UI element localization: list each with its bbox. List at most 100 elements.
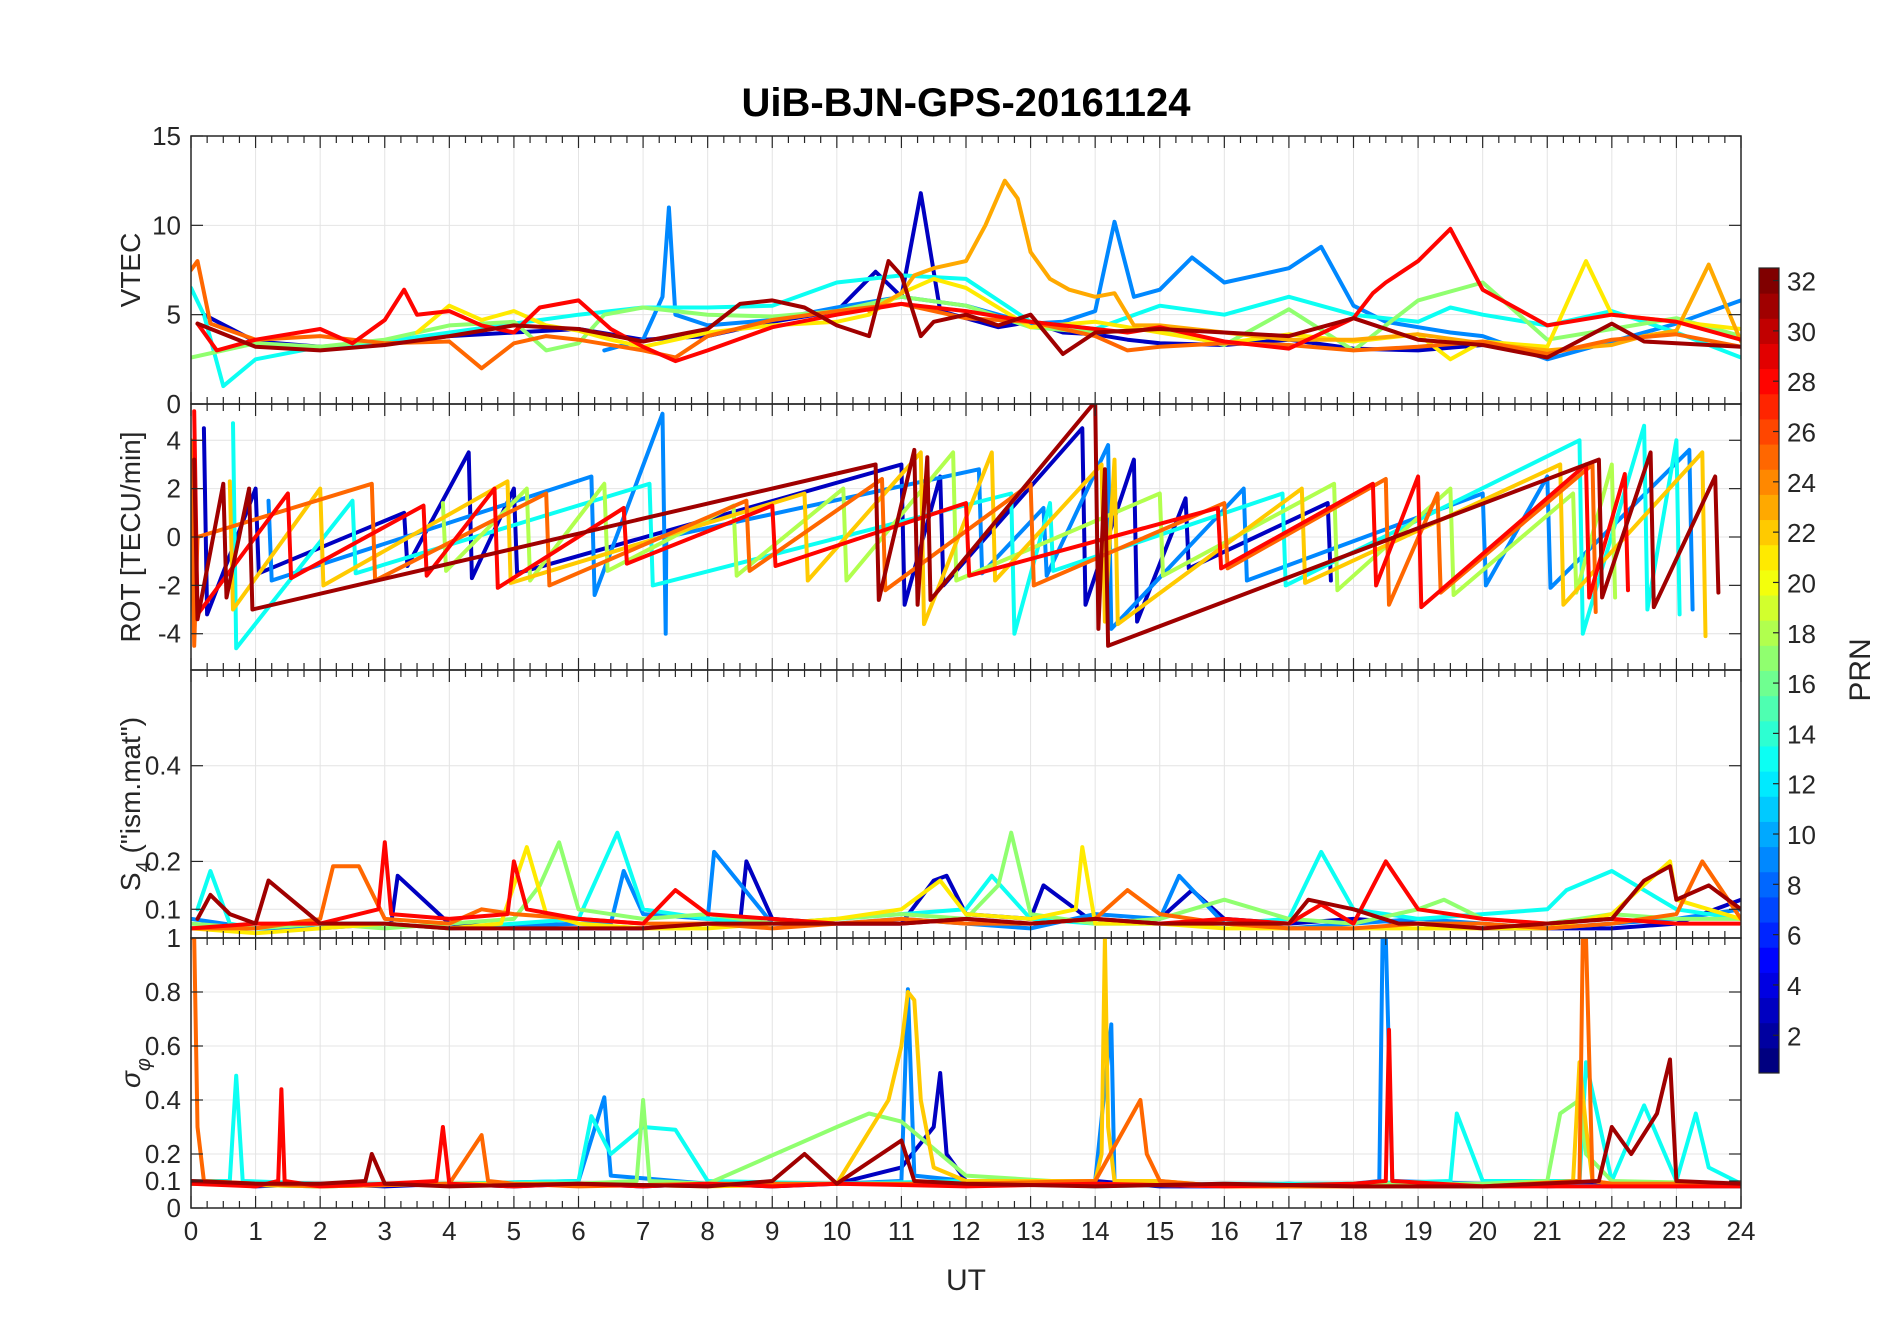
y-axis-label-sigma_phi: σφ xyxy=(115,1058,155,1088)
colorbar-tick-label: 18 xyxy=(1787,619,1816,649)
colorbar-tick-label: 28 xyxy=(1787,367,1816,397)
colorbar-segment xyxy=(1759,293,1779,319)
colorbar-tick-label: 8 xyxy=(1787,870,1801,900)
colorbar-segment xyxy=(1759,771,1779,797)
y-tick-label: 0 xyxy=(167,389,181,419)
colorbar-segment xyxy=(1759,393,1779,420)
colorbar-tick-label: 6 xyxy=(1787,921,1801,951)
colorbar-segment xyxy=(1759,595,1779,621)
y-tick-label-top: 1 xyxy=(167,923,181,953)
colorbar-segment xyxy=(1759,343,1779,370)
colorbar-segment xyxy=(1759,318,1779,344)
y-axis-label-rot: ROT [TECU/min] xyxy=(115,431,146,642)
y-tick-label: 0 xyxy=(167,522,181,552)
y-axis-label-s4: S4 ("ism.mat") xyxy=(115,717,155,891)
s4-series-prn-31 xyxy=(195,864,1741,931)
x-tick-label: 11 xyxy=(888,1216,915,1246)
colorbar-segment xyxy=(1759,922,1779,948)
colorbar-segment xyxy=(1759,846,1779,873)
rot-series-prn-9 xyxy=(266,411,1695,636)
colorbar-segment xyxy=(1759,745,1779,772)
x-tick-label: 23 xyxy=(1662,1216,1691,1246)
y-tick-label: 0.8 xyxy=(145,977,181,1007)
x-tick-label: 15 xyxy=(1145,1216,1174,1246)
x-tick-label: 14 xyxy=(1081,1216,1110,1246)
colorbar-segment xyxy=(1759,444,1779,470)
rot-series xyxy=(191,404,1721,651)
y-tick-label: 0.1 xyxy=(145,1166,181,1196)
colorbar-segment xyxy=(1759,821,1779,848)
x-tick-label: 24 xyxy=(1727,1216,1756,1246)
vtec-series xyxy=(191,178,1741,389)
y-tick-label: 0.6 xyxy=(145,1031,181,1061)
colorbar-segment xyxy=(1759,896,1779,923)
colorbar-segment xyxy=(1759,1047,1779,1074)
x-tick-label: 5 xyxy=(507,1216,521,1246)
colorbar-segment xyxy=(1759,997,1779,1024)
y-tick-label: 4 xyxy=(167,425,181,455)
x-tick-label: 10 xyxy=(822,1216,851,1246)
colorbar-frame xyxy=(1758,267,1780,1074)
rot-series-prn-31 xyxy=(192,404,1721,648)
colorbar-segment xyxy=(1759,569,1779,596)
vtec-series-prn-23 xyxy=(867,178,1741,353)
y-axis-label-vtec: VTEC xyxy=(115,233,146,308)
colorbar-tick-label: 20 xyxy=(1787,568,1816,598)
colorbar-tick-label: 24 xyxy=(1787,468,1816,498)
chart-title: UiB-BJN-GPS-20161124 xyxy=(741,81,1191,125)
colorbar-segment xyxy=(1759,620,1779,646)
y-tick-label: 0.1 xyxy=(145,894,181,924)
rot-series-prn-18 xyxy=(440,450,1618,600)
colorbar-tick-label: 32 xyxy=(1787,267,1816,297)
colorbar-tick-label: 22 xyxy=(1787,518,1816,548)
x-tick-label: 6 xyxy=(571,1216,585,1246)
colorbar-tick-label: 10 xyxy=(1787,820,1816,850)
panel-rot: -4 -2 0 2 4 ROT [TECU/min] xyxy=(115,403,1742,671)
colorbar-segment xyxy=(1759,720,1779,747)
x-tick-label: 13 xyxy=(1016,1216,1045,1246)
y-tick-label: 15 xyxy=(152,121,181,151)
colorbar-segment xyxy=(1759,947,1779,973)
x-tick-label: 9 xyxy=(765,1216,779,1246)
colorbar-segment xyxy=(1759,695,1779,722)
x-tick-label: 1 xyxy=(248,1216,262,1246)
colorbar-tick-label: 30 xyxy=(1787,317,1816,347)
colorbar-segment xyxy=(1759,796,1779,822)
colorbar-segment xyxy=(1759,494,1779,521)
vtec-series-prn-28 xyxy=(195,226,1741,364)
x-tick-label: 21 xyxy=(1533,1216,1562,1246)
y-tick-label: 5 xyxy=(167,300,181,330)
colorbar-tick-label: 4 xyxy=(1787,971,1801,1001)
sigma_phi-series xyxy=(191,938,1741,1189)
colorbar-segment xyxy=(1759,418,1779,445)
x-tick-label: 19 xyxy=(1404,1216,1433,1246)
rot-series-prn-28 xyxy=(192,409,1630,617)
vtec-series-prn-31 xyxy=(195,259,1741,360)
colorbar-segment xyxy=(1759,670,1779,697)
colorbar-segment xyxy=(1759,972,1779,999)
x-tick-label: 22 xyxy=(1597,1216,1626,1246)
colorbar-tick-label: 16 xyxy=(1787,669,1816,699)
x-tick-label: 16 xyxy=(1210,1216,1239,1246)
x-tick-label: 8 xyxy=(700,1216,714,1246)
x-tick-label: 2 xyxy=(313,1216,327,1246)
y-tick-label: -2 xyxy=(158,570,181,600)
colorbar-tick-label: 2 xyxy=(1787,1021,1801,1051)
y-tick-label: -4 xyxy=(158,619,181,649)
colorbar-segment xyxy=(1759,519,1779,546)
rot-series-prn-13 xyxy=(231,421,1682,651)
x-tick-label: 7 xyxy=(636,1216,650,1246)
y-tick-label: 0.2 xyxy=(145,846,181,876)
colorbar-segment xyxy=(1759,645,1779,671)
colorbar-tick-label: 14 xyxy=(1787,719,1816,749)
x-tick-label: 18 xyxy=(1339,1216,1368,1246)
colorbar-segment xyxy=(1759,368,1779,395)
panel-vtec: 0 5 10 15 VTEC xyxy=(115,121,1742,419)
y-tick-label: 10 xyxy=(152,210,181,240)
x-tick-label: 3 xyxy=(378,1216,392,1246)
colorbar-tick-label: 12 xyxy=(1787,770,1816,800)
